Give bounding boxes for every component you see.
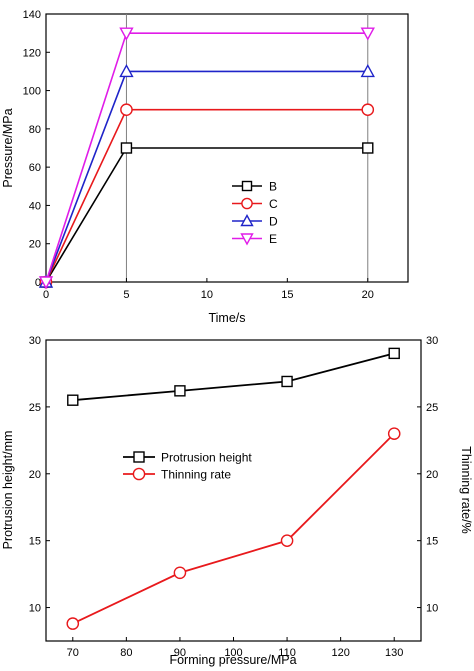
x-tick-label-20: 20 [362, 289, 374, 301]
x-tick-label-90: 90 [174, 647, 186, 659]
y-tick-label-20: 20 [29, 239, 41, 251]
x-tick-label-70: 70 [67, 647, 79, 659]
legend-marker-C [241, 197, 253, 210]
y-right-tick-label-25: 25 [426, 402, 438, 414]
y-tick-label-100: 100 [23, 86, 41, 98]
legend-marker-E [240, 233, 254, 246]
x-axis-label-2: Forming pressure/MPa [169, 653, 296, 667]
data-point-D-2 [360, 63, 375, 78]
data-point-C-1 [120, 103, 133, 117]
x-axis-ticks: 0 5 10 15 20 [43, 278, 374, 301]
series-line-1 [72, 433, 395, 625]
y-left-tick-label-30: 30 [29, 335, 41, 347]
series-group-2 [66, 347, 401, 630]
data-point-C-2 [361, 103, 375, 117]
data-point-E-1 [119, 27, 134, 41]
series-line-C [45, 108, 368, 283]
data-point-E-2 [360, 27, 375, 41]
y-tick-label-80: 80 [29, 124, 41, 136]
data-point-1-3 [387, 427, 401, 440]
y-tick-label-60: 60 [29, 162, 41, 174]
legend-label-B: B [269, 180, 277, 194]
legend-label-C: C [269, 197, 278, 211]
x-tick-label-5: 5 [123, 289, 129, 301]
chart-forming-pressure: 70 80 90 100 110 120 130 10 15 20 25 30 10 15 20 25 30… [1, 335, 473, 667]
y-tick-label-120: 120 [23, 47, 41, 59]
x-tick-label-100: 100 [224, 647, 242, 659]
x-tick-label-80: 80 [120, 647, 132, 659]
y-axis-ticks: 0 20 40 60 80 100 120 140 [23, 9, 50, 289]
y-axis-ticks-left: 10 15 20 25 30 [29, 335, 50, 615]
x-tick-label-10: 10 [201, 289, 213, 301]
y-right-tick-label-30: 30 [426, 335, 438, 347]
data-point-B-2 [362, 142, 374, 154]
y-tick-label-140: 140 [23, 9, 41, 21]
series-line-D [45, 70, 368, 283]
series-line-0 [72, 352, 395, 402]
legend-marker-0 [133, 451, 145, 463]
x-tick-label-110: 110 [278, 647, 296, 659]
data-point-0-3 [388, 347, 400, 360]
x-tick-label-15: 15 [281, 289, 293, 301]
y-tick-label-0: 0 [35, 277, 41, 289]
y-left-tick-label-25: 25 [29, 402, 41, 414]
legend-marker-B [241, 180, 253, 192]
x-axis-label: Time/s [208, 311, 245, 325]
y-axis-label-left: Protrusion height/mm [1, 431, 15, 550]
plot-frame-2 [45, 339, 422, 642]
y-left-tick-label-20: 20 [29, 469, 41, 481]
legend-marker-D [240, 214, 254, 227]
legend-label-0: Protrusion height [161, 451, 252, 465]
legend-marker-1 [132, 467, 146, 481]
data-point-0-0 [67, 394, 79, 406]
legend-label-1: Thinning rate [161, 468, 231, 482]
plot-frame [45, 13, 409, 283]
data-point-B-1 [120, 142, 133, 154]
y-left-tick-label-10: 10 [29, 603, 41, 615]
x-tick-label-0: 0 [43, 289, 49, 301]
y-axis-ticks-right: 10 15 20 25 30 [417, 335, 438, 615]
x-tick-label-120: 120 [331, 647, 349, 659]
data-point-1-2 [280, 534, 294, 547]
series-line-B [45, 147, 368, 283]
data-point-D-1 [119, 63, 134, 78]
y-right-tick-label-20: 20 [426, 469, 438, 481]
y-tick-label-40: 40 [29, 200, 41, 212]
x-axis-ticks-2: 70 80 90 100 110 120 130 [67, 637, 403, 659]
y-right-tick-label-15: 15 [426, 536, 438, 548]
series-group [38, 27, 375, 290]
y-axis-label: Pressure/MPa [1, 108, 15, 187]
data-point-0-1 [174, 385, 186, 397]
x-tick-label-130: 130 [385, 647, 403, 659]
y-left-tick-label-15: 15 [29, 536, 41, 548]
data-point-1-0 [66, 617, 80, 630]
y-right-tick-label-10: 10 [426, 603, 438, 615]
y-axis-label-right: Thinning rate/% [459, 446, 473, 534]
legend-label-D: D [269, 215, 278, 229]
data-point-1-1 [173, 566, 187, 580]
legend-label-E: E [269, 232, 277, 246]
data-point-E-0 [38, 276, 54, 290]
legend-2: Protrusion height Thinning rate [123, 451, 252, 482]
data-point-0-2 [281, 375, 293, 388]
